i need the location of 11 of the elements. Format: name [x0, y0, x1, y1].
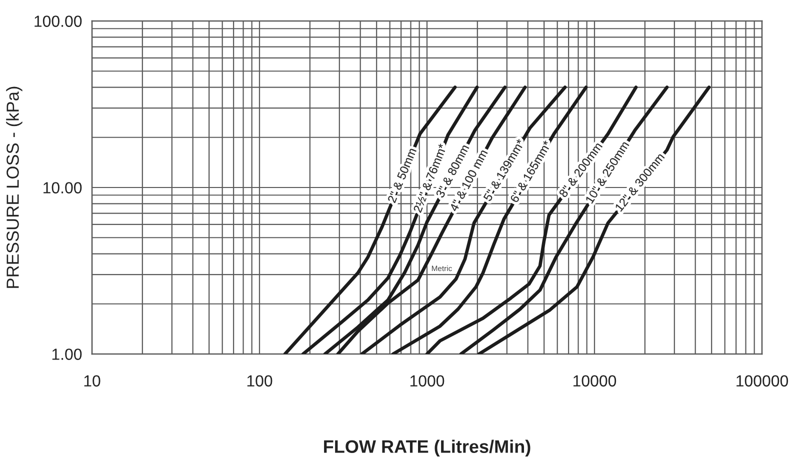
x-tick-label: 10 — [84, 375, 100, 387]
x-tick-label: 100 — [247, 375, 272, 387]
y-tick-label: 100.00 — [34, 16, 82, 27]
x-tick-label: 10000 — [574, 375, 616, 387]
y-tick-label: 1.00 — [52, 348, 82, 360]
x-tick-label: 1000 — [410, 375, 444, 387]
y-tick-label: 10.00 — [44, 182, 82, 194]
x-tick-label: 100000 — [736, 375, 788, 387]
text: 2" & 50mm — [387, 148, 416, 204]
x-axis-title: FLOW RATE (Litres/Min) — [324, 440, 530, 457]
y-axis-title: PRESSURE LOSS - (kPa) — [6, 86, 22, 288]
